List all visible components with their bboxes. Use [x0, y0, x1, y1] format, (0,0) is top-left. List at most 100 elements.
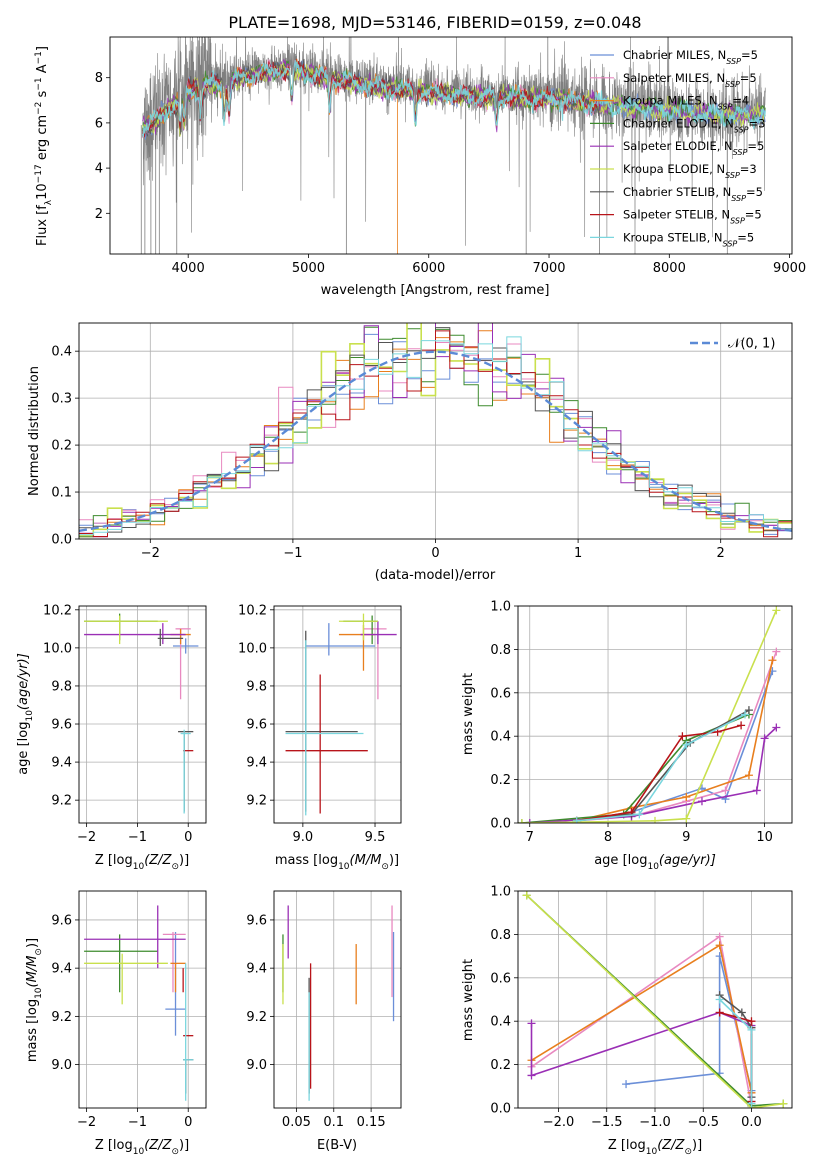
weight-point-marker: [518, 819, 526, 823]
legend-entry: Salpeter MILES, NSSP=5: [623, 71, 757, 89]
y-tick-label: 0.8: [490, 928, 511, 943]
weight-point-marker: [737, 721, 746, 730]
legend-sub: SSP: [725, 171, 740, 180]
label-part: (Z/Z: [144, 853, 172, 868]
x-tick-label: 0.15: [357, 1115, 386, 1130]
label-part: ⊙: [34, 948, 44, 956]
weight-point-marker: [525, 819, 534, 823]
weight-series-line: [529, 726, 777, 823]
x-tick-label: 9: [682, 830, 690, 845]
y-tick-label: 9.8: [51, 679, 72, 694]
legend-sub: SSP: [730, 216, 745, 225]
x-axis-label: wavelength [Angstrom, rest frame]: [321, 283, 550, 298]
weight-point-marker: [715, 995, 724, 1004]
weight-point-marker: [772, 723, 781, 732]
y-tick-label: 9.2: [246, 1010, 267, 1025]
x-tick-label: 0: [184, 830, 192, 845]
legend-n: =5: [737, 230, 754, 244]
label-part: ]: [35, 46, 50, 51]
axes-frame: [109, 36, 793, 255]
x-axis-label: age [log10(age/yr)]: [594, 853, 716, 872]
x-tick-label: 9000: [773, 261, 806, 276]
plot-area: [79, 323, 792, 538]
y-tick-label: 0.3: [51, 392, 72, 407]
legend-sub: SSP: [725, 79, 740, 88]
figure-title: PLATE=1698, MJD=53146, FIBERID=0159, z=0…: [228, 13, 641, 32]
label-part: −17: [34, 164, 44, 183]
x-axis-label: Z [log10(Z/Z⊙)]: [95, 1138, 189, 1157]
axes-frame: [78, 605, 207, 824]
label-part: Z [log: [95, 853, 133, 868]
weight-point-marker: [682, 792, 691, 801]
weight-point-marker: [715, 941, 724, 950]
y-tick-label: 10.2: [43, 603, 72, 618]
y-axis-label: Flux [fλ10−17 erg cm−2 s−1 A−1]: [34, 46, 54, 246]
x-tick-label: −0.5: [687, 1115, 719, 1130]
x-tick-label: −1.5: [591, 1115, 623, 1130]
legend-entry: Kroupa MILES, NSSP=4: [623, 94, 749, 112]
weight-series-line: [521, 609, 778, 823]
y-tick-label: 9.6: [51, 718, 72, 733]
label-part: (data-model)/error: [375, 568, 496, 583]
x-tick-label: 0: [431, 546, 439, 561]
y-tick-label: 0.6: [490, 686, 511, 701]
spectrum-data-line: [142, 37, 766, 254]
label-part: (age/yr)]: [16, 653, 31, 710]
y-axis-label: mass weight: [461, 673, 476, 755]
label-part: −2: [34, 102, 44, 115]
x-tick-label: 7000: [532, 261, 565, 276]
model-fit-line: [141, 60, 766, 138]
weight-point-marker: [779, 1099, 788, 1108]
x-tick-label: −1: [283, 546, 302, 561]
legend-n: =4: [732, 94, 749, 108]
label-part: s: [35, 90, 50, 101]
x-tick-label: 0.1: [323, 1115, 344, 1130]
axes-frame: [517, 890, 793, 1109]
weight-point-marker: [772, 606, 781, 615]
weight-point-marker: [715, 1008, 724, 1017]
x-tick-label: −2: [141, 546, 160, 561]
label-part: 10: [338, 862, 350, 872]
legend-sub: SSP: [734, 125, 749, 134]
label-part: ⊙: [171, 1147, 179, 1157]
x-axis-label: E(B-V): [317, 1138, 357, 1153]
legend-lib: Chabrier MILES, N: [623, 48, 726, 62]
label-part: erg cm: [35, 115, 50, 164]
y-tick-label: 0.4: [490, 730, 511, 745]
y-tick-label: 0.0: [490, 817, 511, 832]
residual-histogram: [79, 327, 792, 533]
label-part: (Z/Z: [657, 1138, 685, 1153]
x-tick-label: 8000: [653, 261, 686, 276]
x-tick-label: 6000: [412, 261, 445, 276]
mass-vs-ebv-panel: 0.05 0.1 0.15 9.0 9.2 9.4 9.6 E(B-V): [246, 890, 402, 1153]
gaussian-curve: [79, 350, 792, 532]
y-tick-label: 9.4: [246, 962, 267, 977]
x-tick-label: 2: [717, 546, 725, 561]
weight-series-line: [626, 955, 753, 1106]
plot-area: [140, 37, 766, 254]
age-vs-mass-panel: 9.0 9.5 9.2 9.4 9.6 9.8 10.0 10.2 mass [log10(M/…: [238, 603, 402, 872]
weight-point-marker: [760, 734, 769, 743]
x-tick-label: 9.5: [365, 830, 386, 845]
weight-point-marker: [741, 710, 750, 719]
x-tick-label: −1: [128, 830, 147, 845]
label-part: −1: [34, 77, 44, 90]
y-tick-label: 9.2: [51, 1010, 72, 1025]
plot-area: [285, 613, 397, 816]
label-part: 10: [133, 862, 145, 872]
x-tick-label: 0.0: [741, 1115, 762, 1130]
y-tick-label: 10.0: [43, 641, 72, 656]
label-part: wavelength [Angstrom, rest frame]: [321, 283, 550, 298]
label-part: )]: [692, 1138, 702, 1153]
weight-point-marker: [527, 1071, 536, 1080]
legend-sub: SSP: [726, 57, 741, 66]
x-tick-label: −1.0: [639, 1115, 671, 1130]
label-part: (M/M: [350, 853, 382, 868]
label-part: 10: [25, 710, 35, 722]
plot-area: [282, 905, 395, 1101]
x-tick-label: −2: [77, 830, 96, 845]
legend-entry: Chabrier STELIB, NSSP=5: [623, 185, 763, 203]
legend-n: =5: [741, 48, 758, 62]
axes-frame: [517, 605, 793, 824]
